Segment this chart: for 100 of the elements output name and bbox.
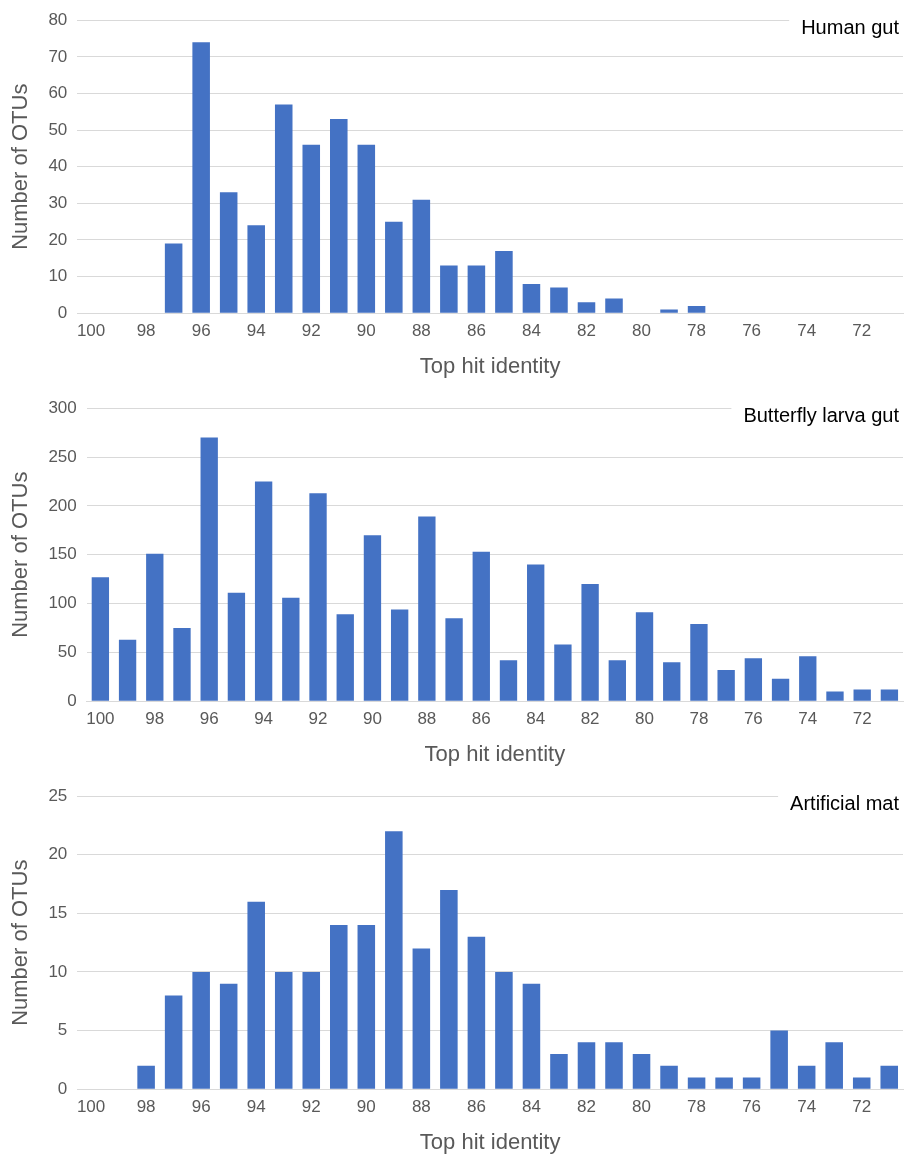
x-tick-label: 80 (632, 1097, 651, 1117)
y-tick-label: 5 (57, 1020, 68, 1040)
bar (192, 972, 210, 1089)
bar (771, 678, 790, 701)
x-tick-label: 86 (466, 1097, 486, 1117)
x-tick-label: 86 (471, 709, 491, 729)
bar (91, 577, 110, 701)
y-tick-label: 50 (57, 642, 77, 662)
bar (605, 1042, 623, 1089)
bar (227, 592, 246, 701)
bar (880, 1065, 899, 1089)
bar (663, 662, 681, 701)
y-tick-label: 10 (48, 266, 68, 286)
x-tick-label: 98 (136, 321, 156, 341)
y-axis-title: Number of OTUs (7, 471, 33, 638)
bar (173, 627, 191, 701)
bar (799, 656, 817, 701)
x-tick-label: 78 (687, 1097, 707, 1117)
y-tick-label: 100 (48, 593, 77, 613)
bar (330, 925, 348, 1089)
bar (412, 948, 431, 1089)
bar (164, 995, 183, 1089)
x-tick-label: 82 (580, 709, 600, 729)
x-tick-label: 80 (635, 709, 654, 729)
bar (660, 1065, 678, 1089)
bar (499, 660, 518, 701)
x-tick-label: 94 (254, 709, 274, 729)
y-tick-label: 250 (48, 446, 77, 466)
bar (467, 936, 486, 1089)
bar (605, 298, 623, 313)
x-tick-label: 100 (76, 321, 106, 341)
x-tick-label: 88 (417, 709, 437, 729)
chart-title: Butterfly larva gut (743, 403, 900, 426)
bar (219, 983, 238, 1089)
bar (274, 972, 293, 1089)
bar (635, 612, 654, 701)
y-tick-label: 80 (48, 9, 68, 29)
bar (522, 283, 541, 313)
x-tick-label: 74 (798, 709, 818, 729)
bar (192, 42, 210, 313)
x-tick-label: 84 (521, 321, 541, 341)
bar (282, 597, 300, 701)
bar (445, 618, 463, 701)
y-axis-title: Number of OTUs (7, 859, 33, 1026)
bar (742, 1077, 761, 1089)
x-tick-label: 88 (411, 321, 431, 341)
y-tick-label: 300 (48, 397, 77, 417)
x-tick-label: 78 (687, 321, 707, 341)
x-tick-label: 94 (246, 1097, 266, 1117)
x-tick-label: 96 (191, 1097, 211, 1117)
y-tick-label: 60 (48, 83, 68, 103)
x-tick-label: 80 (632, 321, 651, 341)
x-axis-title: Top hit identity (419, 1128, 561, 1154)
x-tick-label: 90 (356, 1097, 376, 1117)
y-tick-label: 0 (57, 1078, 68, 1098)
x-tick-label: 90 (356, 321, 376, 341)
bar (200, 437, 218, 701)
y-tick-label: 15 (48, 903, 68, 923)
bar (853, 689, 871, 701)
bar (302, 144, 321, 313)
bar (825, 1042, 843, 1089)
x-tick-label: 84 (521, 1097, 541, 1117)
y-tick-label: 0 (57, 302, 68, 322)
chart-title: Artificial mat (790, 791, 900, 814)
bar (852, 1077, 871, 1089)
x-tick-label: 74 (797, 1097, 817, 1117)
x-tick-label: 82 (577, 321, 596, 341)
bar (577, 302, 596, 313)
y-axis-title: Number of OTUs (7, 83, 33, 250)
bar (254, 481, 273, 701)
bar (581, 584, 599, 701)
x-tick-label: 94 (246, 321, 266, 341)
bar (412, 199, 431, 313)
y-tick-label: 20 (48, 844, 68, 864)
x-tick-label: 96 (199, 709, 219, 729)
x-tick-label: 72 (852, 321, 872, 341)
x-tick-label: 98 (145, 709, 165, 729)
bar (302, 972, 321, 1089)
bar (440, 265, 458, 313)
bar (550, 287, 568, 313)
bar (687, 1077, 706, 1089)
bar (219, 192, 238, 313)
y-tick-label: 20 (48, 229, 68, 249)
bar (495, 250, 513, 313)
bar (554, 644, 572, 701)
bar (467, 265, 486, 313)
x-tick-label: 86 (466, 321, 486, 341)
x-tick-label: 72 (852, 1097, 872, 1117)
y-tick-label: 70 (48, 46, 68, 66)
x-tick-label: 84 (526, 709, 546, 729)
bar (385, 831, 403, 1089)
y-tick-label: 10 (48, 961, 68, 981)
bar (690, 624, 708, 701)
bar (527, 564, 545, 701)
bar (357, 925, 376, 1089)
bar (385, 221, 403, 313)
y-tick-label: 25 (48, 785, 68, 805)
bar (632, 1054, 651, 1089)
y-tick-label: 40 (48, 156, 68, 176)
bar (797, 1065, 816, 1089)
